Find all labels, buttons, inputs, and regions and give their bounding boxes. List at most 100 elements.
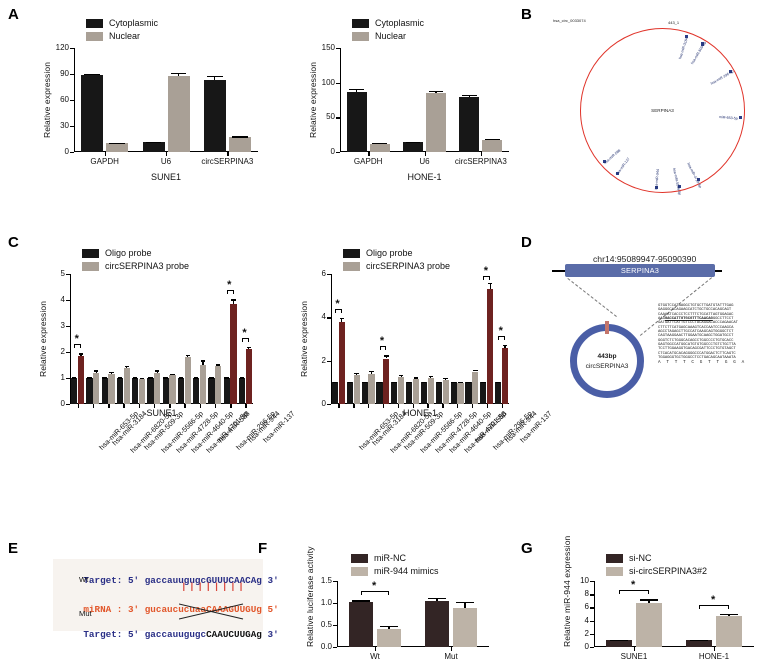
bar-oligo-probe xyxy=(177,378,185,404)
error-cap xyxy=(206,76,223,78)
y-axis-tick-label: 50 xyxy=(326,112,335,122)
bar-oligo-probe xyxy=(331,382,339,404)
y-axis-tick xyxy=(327,274,331,276)
mirna-binding-tick xyxy=(615,171,619,175)
panel-f-luciferase-chart: 0.0 0.5 1.0 1.5 Relative luciferase activity… xyxy=(295,546,495,665)
x-axis-tick xyxy=(199,404,202,408)
target-wt-line: Target: 5' gaccauugugcGUUUCAACAg 3' xyxy=(61,564,278,597)
x-axis-tick xyxy=(471,404,474,408)
bar-circserpina3-probe xyxy=(184,357,191,404)
bar-oligo-probe xyxy=(420,382,428,404)
error-bar xyxy=(110,371,113,375)
legend-item: si-NC xyxy=(606,553,707,563)
genomic-coordinates: chr14:95089947-95090390 xyxy=(593,254,697,264)
x-axis-tick-label: HONE-1 xyxy=(698,652,730,661)
error-cap xyxy=(456,602,474,604)
error-cap xyxy=(354,372,359,374)
bar-nuclear xyxy=(482,139,503,152)
x-axis-tick xyxy=(451,647,453,651)
y-axis-tick-label: 120 xyxy=(55,43,69,52)
target-mut-prefix: Target: 5' xyxy=(83,629,140,640)
legend-label: circSERPINA3 probe xyxy=(366,261,451,271)
bar-cytoplasmic xyxy=(346,91,367,152)
legend-item: Nuclear xyxy=(86,31,158,41)
bar-circserpina3-probe xyxy=(398,376,405,404)
y-axis-tick xyxy=(336,48,340,50)
error-cap xyxy=(347,381,353,383)
error-cap xyxy=(428,90,444,93)
error-cap xyxy=(200,360,206,362)
error-cap xyxy=(352,600,370,602)
legend-swatch xyxy=(606,553,623,563)
error-bar xyxy=(436,597,438,601)
x-axis-tick xyxy=(634,647,636,651)
error-cap xyxy=(102,377,107,379)
y-axis-tick-label: 10 xyxy=(580,576,589,585)
circ-center-label: SERPINA3 xyxy=(651,107,674,113)
error-bar xyxy=(648,599,650,603)
significance-star: * xyxy=(379,335,385,348)
bar-oligo-probe xyxy=(406,382,413,404)
bar-circserpina3-probe xyxy=(154,372,161,404)
bar-nuclear xyxy=(426,93,446,152)
error-cap xyxy=(413,377,419,379)
sequence-line: CTTCTTCATGAGCAAAGTCACCAATCCCAAGCA xyxy=(658,325,734,330)
target-mut-seq-emph: CAAUCUUGAg xyxy=(206,629,262,640)
significance-bracket xyxy=(699,604,729,609)
x-axis-title: SUNE1 xyxy=(150,172,181,182)
mirna-binding-tick xyxy=(696,177,700,182)
mirna-binding-tick xyxy=(654,186,658,190)
significance-star: * xyxy=(711,593,716,606)
error-bar xyxy=(464,602,466,608)
chart-legend: Cytoplasmic Nuclear xyxy=(352,18,424,44)
error-cap xyxy=(639,599,659,601)
circrna-size-label: 443bp xyxy=(597,353,617,360)
bar-oligo-probe xyxy=(435,382,442,404)
bar-circserpina3-probe xyxy=(457,383,464,404)
bar-si-circserpina3-2 xyxy=(636,602,662,647)
bar-circserpina3-probe xyxy=(77,355,85,404)
error-bar xyxy=(80,353,82,356)
x-axis-tick xyxy=(412,404,414,408)
legend-swatch xyxy=(86,18,103,28)
y-axis-tick xyxy=(590,607,594,609)
chart-legend: Oligo probe circSERPINA3 probe xyxy=(343,248,450,274)
y-axis-tick-label: 3 xyxy=(60,321,65,330)
x-axis-tick xyxy=(230,404,232,408)
error-cap xyxy=(94,370,99,372)
circ-id-label: hsa_circ_0033074 xyxy=(553,18,586,23)
plot-area xyxy=(331,274,509,404)
bar-oligo-probe xyxy=(495,382,502,404)
error-cap xyxy=(231,299,236,301)
x-axis-tick-label: GAPDH xyxy=(353,157,383,166)
error-cap xyxy=(132,377,138,379)
error-bar xyxy=(489,282,491,290)
bar-oligo-probe xyxy=(346,382,353,404)
legend-swatch xyxy=(606,566,623,576)
y-axis-tick-label: 4 xyxy=(60,295,65,304)
panel-c-sune1-chart: 0 1 2 3 4 5 Relative expression hsa-miR-653-5p *… xyxy=(34,248,297,455)
error-cap xyxy=(349,88,364,90)
error-cap xyxy=(124,365,129,367)
y-axis-tick-label: 0 xyxy=(64,147,69,156)
bar-cytoplasmic xyxy=(459,96,480,152)
bar-oligo-probe xyxy=(132,378,139,404)
bar-oligo-probe xyxy=(193,378,200,404)
wt-sublabel: Wt xyxy=(79,575,89,584)
legend-swatch xyxy=(352,18,369,28)
bar-si-circserpina3-2 xyxy=(716,615,742,647)
error-cap xyxy=(428,597,446,600)
y-axis-tick xyxy=(327,317,331,319)
significance-star: * xyxy=(242,326,247,339)
y-axis-tick-label: 0 xyxy=(330,147,335,156)
legend-swatch xyxy=(343,248,360,258)
bar-oligo-probe xyxy=(116,378,124,404)
y-axis-tick-label: 1 xyxy=(60,373,65,382)
error-cap xyxy=(443,378,448,380)
panel-label-d: D xyxy=(521,234,532,251)
y-axis-tick-label: 2 xyxy=(60,347,65,356)
error-cap xyxy=(406,381,412,383)
significance-bracket xyxy=(619,590,649,595)
panel-label-b: B xyxy=(521,6,532,23)
plot-area xyxy=(337,581,489,647)
